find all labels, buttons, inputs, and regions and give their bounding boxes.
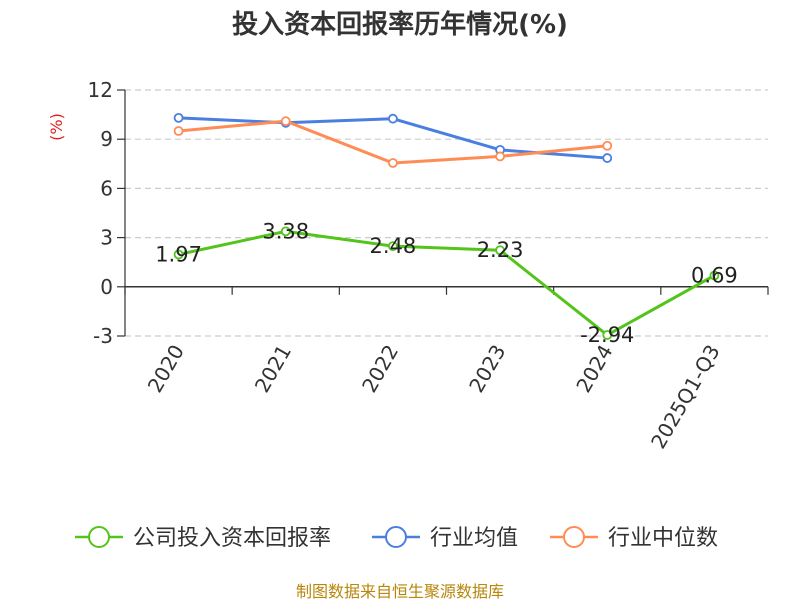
data-point bbox=[173, 126, 184, 136]
y-tick-label: 9 bbox=[100, 127, 113, 151]
source-footer: 制图数据来自恒生聚源数据库 bbox=[295, 582, 504, 601]
legend-label: 公司投入资本回报率 bbox=[133, 526, 331, 551]
data-point bbox=[173, 112, 184, 123]
data-label: 1.97 bbox=[155, 242, 202, 266]
legend-marker bbox=[385, 526, 407, 548]
data-point bbox=[280, 116, 291, 127]
y-tick-label: -3 bbox=[93, 324, 113, 348]
series-layer bbox=[173, 112, 720, 340]
data-label: 3.38 bbox=[262, 219, 309, 243]
data-point bbox=[495, 245, 505, 256]
data-point bbox=[495, 151, 505, 162]
data-point bbox=[388, 158, 398, 168]
series-line bbox=[178, 229, 716, 337]
data-label: 2.48 bbox=[370, 234, 417, 258]
data-point bbox=[602, 140, 613, 151]
data-point bbox=[602, 153, 613, 163]
label-layer: 1.97 3.38 2.48 2.23 -2.94 0.69 bbox=[155, 219, 738, 347]
data-label: 0.69 bbox=[691, 263, 738, 287]
data-label: -2.94 bbox=[580, 323, 634, 347]
x-tick-label: 2024 bbox=[571, 341, 617, 397]
data-point bbox=[280, 226, 291, 237]
legend-label: 行业均值 bbox=[430, 526, 518, 551]
x-tick-label: 2023 bbox=[464, 341, 510, 397]
chart-title: 投入资本回报率历年情况(%) bbox=[232, 10, 568, 40]
grid-layer bbox=[125, 89, 768, 337]
y-tick-label: 0 bbox=[100, 275, 113, 299]
legend-marker bbox=[563, 526, 585, 548]
legend-layer: 公司投入资本回报率 行业均值 行业中位数 bbox=[75, 526, 718, 551]
y-axis-label: (%) bbox=[47, 113, 66, 141]
y-tick-label: 6 bbox=[100, 176, 113, 200]
x-tick-label: 2022 bbox=[357, 341, 403, 397]
y-tick-label: 3 bbox=[100, 226, 113, 250]
x-tick-label: 2025Q1-Q3 bbox=[646, 341, 725, 453]
data-point bbox=[388, 241, 398, 252]
legend-label: 行业中位数 bbox=[608, 526, 718, 551]
data-point bbox=[709, 270, 720, 281]
legend-marker bbox=[88, 526, 110, 548]
data-point bbox=[602, 330, 613, 340]
data-label: 2.23 bbox=[477, 238, 524, 262]
series-line bbox=[178, 119, 608, 165]
y-tick-label: 12 bbox=[88, 78, 113, 102]
x-tick-label: 2020 bbox=[143, 341, 189, 397]
data-point bbox=[173, 249, 184, 260]
data-point bbox=[388, 113, 398, 124]
x-tick-label: 2021 bbox=[250, 341, 296, 397]
